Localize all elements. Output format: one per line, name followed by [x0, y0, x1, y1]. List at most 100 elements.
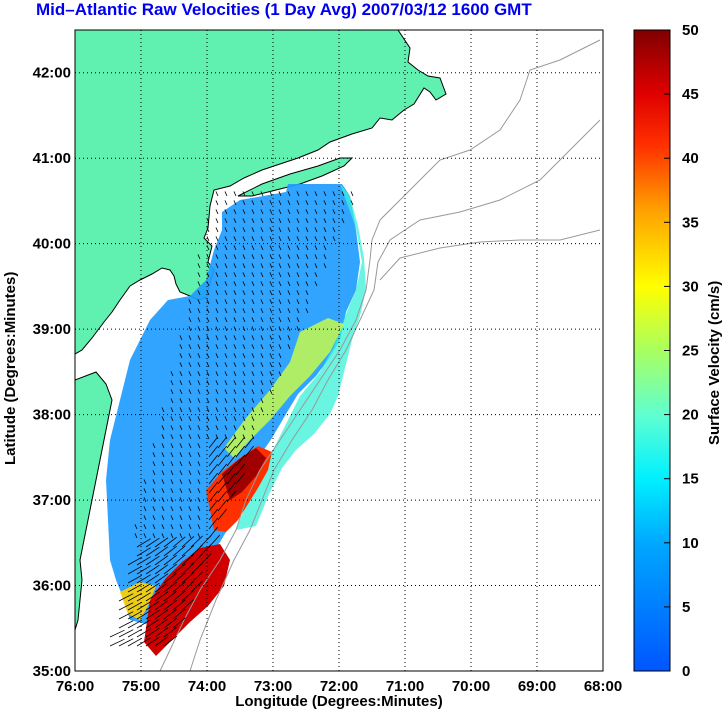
- velocity-vector: [163, 635, 177, 647]
- velocity-vector: [197, 407, 201, 413]
- velocity-vector: [206, 227, 210, 233]
- velocity-vector: [215, 326, 219, 332]
- velocity-vector: [154, 537, 169, 548]
- velocity-vector: [188, 353, 192, 359]
- velocity-vector: [145, 582, 160, 593]
- velocity-vector: [136, 583, 151, 593]
- velocity-vector: [197, 281, 201, 287]
- velocity-vector: [260, 326, 264, 332]
- velocity-vector: [145, 627, 160, 638]
- velocity-vector: [145, 555, 160, 566]
- colorbar-tick-label: 0: [682, 663, 690, 680]
- velocity-vector: [226, 472, 237, 485]
- velocity-vector: [323, 227, 327, 233]
- velocity-vector: [197, 470, 201, 476]
- velocity-vector: [118, 629, 134, 638]
- velocity-vector: [206, 335, 210, 341]
- velocity-vector: [350, 191, 354, 197]
- velocity-vector: [224, 263, 228, 269]
- velocity-vector: [206, 308, 210, 314]
- velocity-vector: [296, 326, 300, 332]
- velocity-vector: [224, 209, 228, 215]
- velocity-vector: [235, 472, 246, 485]
- velocity-vector: [332, 218, 336, 224]
- velocity-vector: [314, 218, 318, 224]
- velocity-vector: [233, 236, 237, 242]
- velocity-vector: [172, 554, 186, 566]
- velocity-vector: [188, 380, 192, 386]
- velocity-vector: [197, 443, 201, 449]
- velocity-vector: [145, 609, 160, 620]
- velocity-vector: [179, 506, 183, 512]
- velocity-vector: [242, 308, 246, 314]
- velocity-vector: [163, 626, 177, 638]
- velocity-vector: [287, 335, 291, 341]
- velocity-vector: [269, 281, 273, 287]
- velocity-vector: [215, 425, 219, 431]
- grid-lines: [75, 30, 603, 671]
- velocity-vector: [161, 434, 165, 440]
- velocity-vector: [136, 574, 151, 584]
- velocity-vector: [287, 236, 291, 242]
- velocity-vector: [152, 461, 156, 467]
- bathymetry-contour: [189, 119, 601, 671]
- velocity-vector: [278, 281, 282, 287]
- velocity-vector: [118, 602, 134, 611]
- velocity-vector: [242, 263, 246, 269]
- velocity-vector: [233, 209, 237, 215]
- velocity-vector: [251, 227, 255, 233]
- velocity-vector: [197, 488, 201, 494]
- x-tick-label: 70:00: [452, 678, 490, 695]
- velocity-vector: [278, 353, 282, 359]
- velocity-vector: [278, 299, 282, 305]
- velocity-vector: [233, 416, 237, 422]
- velocity-vector: [136, 538, 151, 548]
- velocity-vector: [260, 398, 264, 404]
- velocity-vector: [136, 547, 151, 557]
- velocity-vector: [206, 398, 210, 404]
- velocity-vector: [233, 344, 237, 350]
- velocity-vector: [242, 254, 246, 260]
- velocity-vector: [251, 218, 255, 224]
- velocity-vector: [260, 200, 264, 206]
- velocity-vector: [188, 389, 192, 395]
- velocity-vector: [145, 564, 160, 575]
- velocity-vector: [296, 200, 300, 206]
- velocity-vector: [305, 191, 309, 197]
- colorbar-tick-label: 30: [682, 278, 699, 295]
- velocity-vector: [154, 555, 169, 566]
- velocity-vector: [172, 572, 186, 584]
- velocity-vector: [154, 573, 169, 584]
- velocity-vector: [341, 209, 345, 215]
- velocity-vector: [161, 497, 165, 503]
- velocity-vector: [244, 445, 255, 458]
- velocity-vector: [251, 326, 255, 332]
- velocity-vector: [233, 272, 237, 278]
- x-tick-label: 76:00: [56, 678, 94, 695]
- y-tick-label: 38:00: [33, 407, 71, 424]
- velocity-vector: [287, 191, 291, 197]
- velocity-vector: [170, 461, 174, 467]
- velocity-vector: [179, 353, 183, 359]
- velocity-vector: [242, 227, 246, 233]
- velocity-vector: [269, 290, 273, 296]
- velocity-vector: [269, 308, 273, 314]
- velocity-vector: [136, 637, 151, 647]
- velocity-vector: [197, 425, 201, 431]
- colorbar-tick-label: 40: [682, 150, 699, 167]
- velocity-vector: [197, 506, 201, 512]
- velocity-vector: [242, 281, 246, 287]
- velocity-vector: [208, 490, 219, 503]
- velocity-vector: [179, 497, 183, 503]
- velocity-vector: [197, 353, 201, 359]
- velocity-vector: [188, 344, 192, 350]
- y-tick-label: 35:00: [33, 663, 71, 680]
- velocity-vector: [127, 637, 143, 647]
- velocity-vector: [215, 317, 219, 323]
- velocity-vector: [163, 608, 177, 620]
- velocity-vector: [305, 308, 309, 314]
- velocity-vector: [190, 544, 203, 557]
- velocity-vector: [269, 191, 273, 197]
- velocity-vector: [154, 546, 169, 557]
- velocity-vector: [278, 245, 282, 251]
